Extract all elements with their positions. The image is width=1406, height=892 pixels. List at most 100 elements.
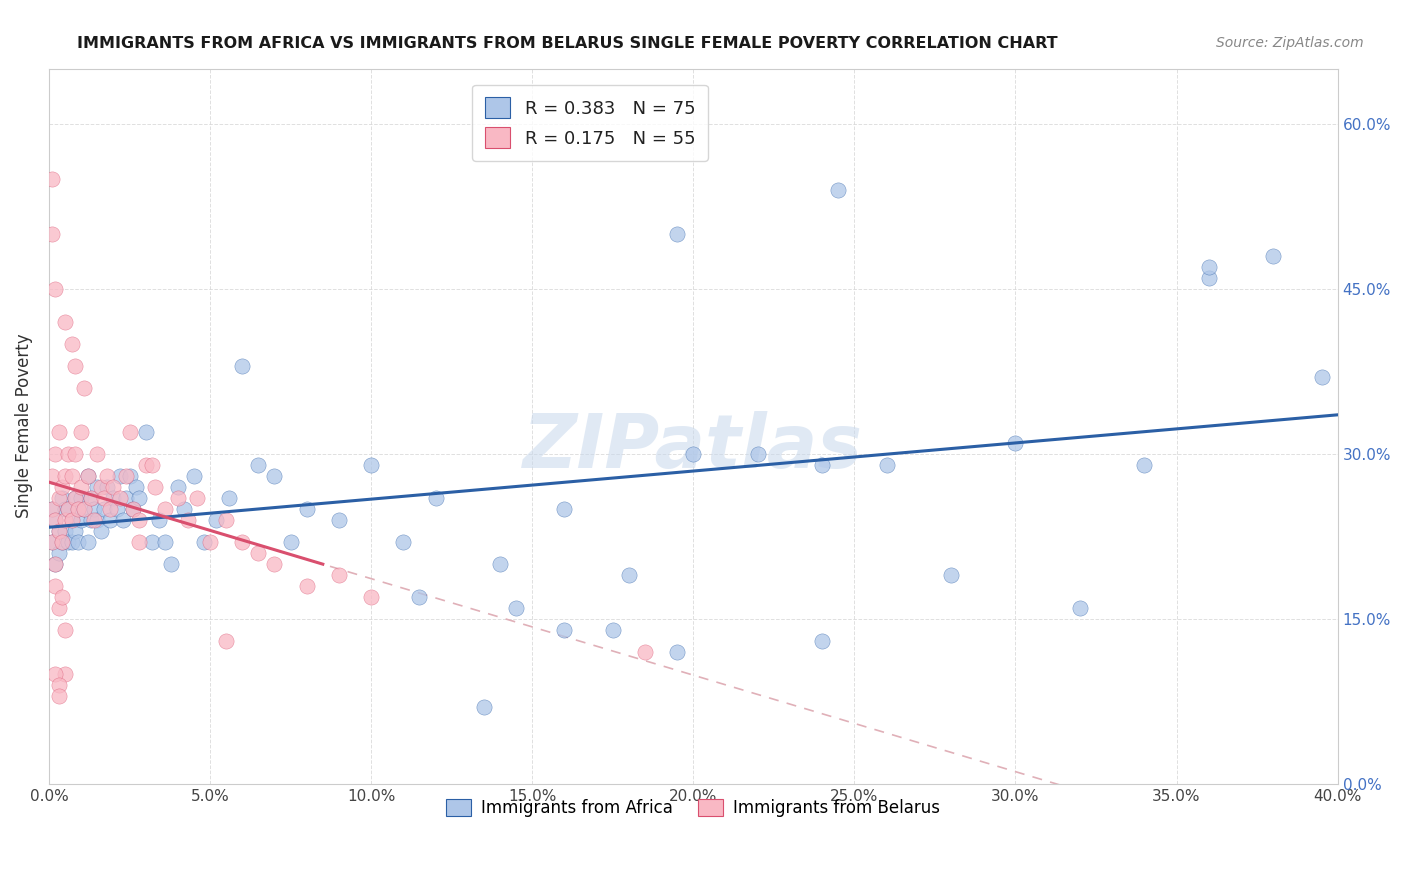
Point — [80, 491, 103, 505]
Point — [280, 534, 302, 549]
Point — [128, 534, 150, 549]
Point — [48, 524, 70, 538]
Point — [53, 623, 76, 637]
Point — [51, 534, 73, 549]
Point — [153, 534, 176, 549]
Y-axis label: Single Female Poverty: Single Female Poverty — [15, 334, 32, 518]
Point — [51, 534, 73, 549]
Point — [408, 590, 430, 604]
Point — [51, 491, 73, 505]
Point — [41, 501, 63, 516]
Point — [811, 633, 834, 648]
Point — [198, 534, 221, 549]
Point — [205, 513, 228, 527]
Point — [80, 491, 103, 505]
Point — [1310, 369, 1333, 384]
Point — [66, 534, 89, 549]
Point — [96, 468, 118, 483]
Point — [53, 524, 76, 538]
Point — [103, 480, 125, 494]
Point — [41, 227, 63, 241]
Point — [360, 590, 382, 604]
Point — [108, 468, 131, 483]
Point — [86, 447, 108, 461]
Point — [51, 590, 73, 604]
Point — [73, 381, 96, 395]
Point — [141, 534, 163, 549]
Point — [60, 336, 83, 351]
Point — [247, 546, 270, 560]
Point — [392, 534, 415, 549]
Point — [70, 513, 93, 527]
Point — [63, 524, 86, 538]
Point — [96, 480, 118, 494]
Point — [115, 491, 138, 505]
Point — [89, 524, 111, 538]
Point — [263, 557, 285, 571]
Point — [48, 678, 70, 692]
Point — [63, 359, 86, 373]
Point — [682, 447, 704, 461]
Point — [1133, 458, 1156, 472]
Point — [86, 513, 108, 527]
Point — [63, 491, 86, 505]
Point — [60, 513, 83, 527]
Point — [666, 645, 689, 659]
Point — [121, 501, 143, 516]
Point — [166, 480, 188, 494]
Point — [617, 567, 640, 582]
Point — [553, 501, 575, 516]
Point — [193, 534, 215, 549]
Point — [98, 501, 121, 516]
Point — [231, 534, 253, 549]
Point — [63, 447, 86, 461]
Point — [93, 491, 115, 505]
Point — [176, 513, 198, 527]
Point — [125, 480, 148, 494]
Point — [41, 534, 63, 549]
Point — [48, 524, 70, 538]
Point — [60, 513, 83, 527]
Point — [183, 468, 205, 483]
Point — [60, 468, 83, 483]
Point — [80, 513, 103, 527]
Point — [666, 227, 689, 241]
Point — [70, 425, 93, 439]
Point — [328, 567, 350, 582]
Point — [86, 480, 108, 494]
Point — [328, 513, 350, 527]
Point — [73, 501, 96, 516]
Point — [360, 458, 382, 472]
Point — [48, 425, 70, 439]
Point — [41, 468, 63, 483]
Point — [215, 633, 238, 648]
Text: ZIPatlas: ZIPatlas — [523, 411, 863, 484]
Point — [70, 480, 93, 494]
Point — [827, 183, 849, 197]
Point — [1004, 435, 1026, 450]
Point — [44, 666, 66, 681]
Point — [295, 579, 318, 593]
Point — [231, 359, 253, 373]
Point — [66, 501, 89, 516]
Point — [41, 501, 63, 516]
Point — [48, 689, 70, 703]
Point — [128, 513, 150, 527]
Point — [1198, 260, 1220, 274]
Point — [98, 513, 121, 527]
Point — [1198, 270, 1220, 285]
Point — [44, 513, 66, 527]
Point — [186, 491, 208, 505]
Point — [73, 501, 96, 516]
Point — [76, 468, 98, 483]
Point — [128, 491, 150, 505]
Point — [112, 513, 135, 527]
Text: Source: ZipAtlas.com: Source: ZipAtlas.com — [1216, 36, 1364, 50]
Point — [44, 579, 66, 593]
Point — [118, 425, 141, 439]
Point — [939, 567, 962, 582]
Point — [811, 458, 834, 472]
Point — [48, 546, 70, 560]
Point — [472, 699, 495, 714]
Point — [143, 480, 166, 494]
